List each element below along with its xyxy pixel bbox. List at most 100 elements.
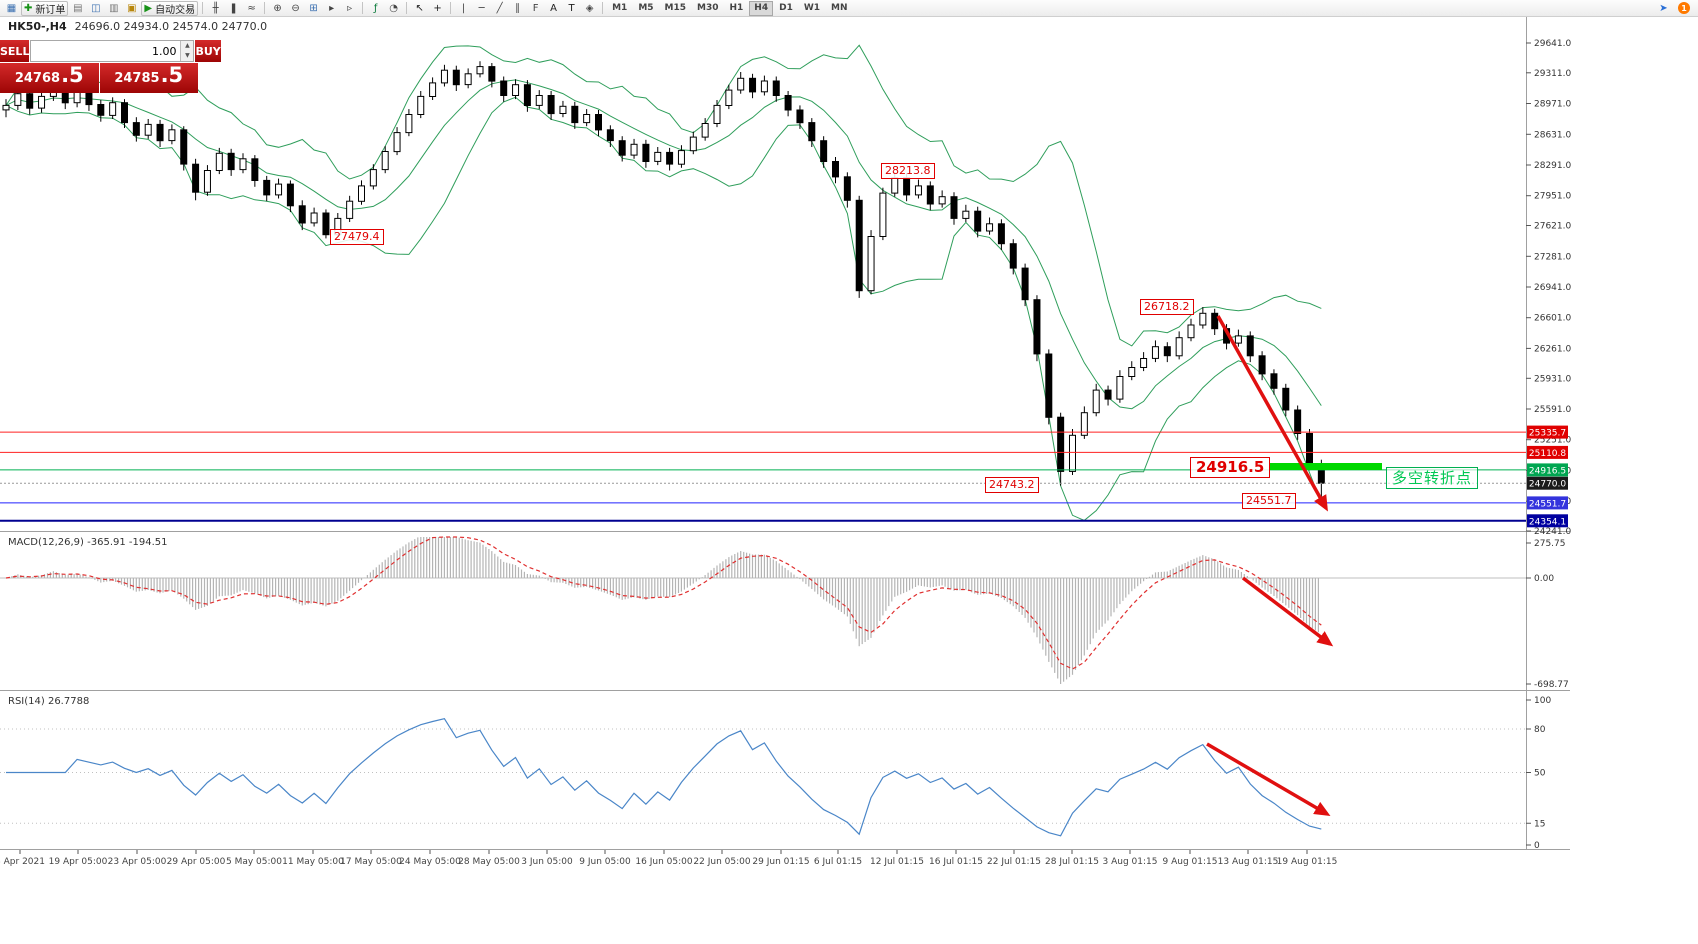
candles: [2, 61, 1325, 503]
candle-chart-icon: ❚: [229, 2, 238, 14]
symbol-info: HK50-,H4 24696.0 24934.0 24574.0 24770.0: [8, 20, 267, 33]
time-axis-label: 16 Jun 05:00: [635, 857, 692, 867]
price-axis-tick: 28971.0: [1534, 100, 1571, 110]
new-order-button[interactable]: ✚ 新订单: [21, 0, 69, 16]
hline-icon: ─: [478, 2, 485, 14]
crosshair-icon[interactable]: +: [429, 1, 446, 16]
time-axis-label: 6 Jul 01:15: [814, 857, 862, 867]
cursor-icon[interactable]: ↖: [411, 1, 428, 16]
indicators-icon[interactable]: ƒ: [367, 1, 384, 16]
timeframe-button-mn[interactable]: MN: [831, 3, 848, 13]
bid-price-display[interactable]: 24768 .5: [0, 63, 99, 93]
autotrade-button[interactable]: ▶ 自动交易: [141, 0, 199, 16]
price-callout-24551.7[interactable]: 24551.7: [1242, 493, 1296, 509]
buy-button[interactable]: BUY: [195, 40, 221, 62]
trendline-icon[interactable]: ╱: [491, 1, 508, 16]
trend-arrow-2[interactable]: [1241, 576, 1334, 647]
tile-windows-icon[interactable]: ⊞: [305, 1, 322, 16]
bollinger-bands: [5, 44, 1322, 521]
volume-decrease-button[interactable]: ▼: [181, 51, 194, 61]
new-order-button: ✚: [24, 2, 33, 14]
market-watch-icon[interactable]: ◫: [87, 1, 104, 16]
volume-increase-button[interactable]: ▲: [181, 41, 194, 51]
time-axis-label: 29 Apr 05:00: [167, 857, 226, 867]
navigator-icon[interactable]: ▣: [123, 1, 140, 16]
line-chart-icon[interactable]: ≈: [243, 1, 260, 16]
support-highlight-bar[interactable]: [1270, 463, 1382, 470]
key-level-price-label[interactable]: 24916.5: [1190, 457, 1271, 478]
line-chart-icon: ≈: [247, 2, 256, 14]
rsi-axis-tick: 0: [1534, 841, 1540, 851]
price-callout-27479.4[interactable]: 27479.4: [330, 229, 384, 245]
timeframe-button-m1[interactable]: M1: [612, 3, 628, 13]
alert-count-badge[interactable]: 1: [1678, 2, 1690, 14]
shapes-icon[interactable]: ◈: [581, 1, 598, 16]
price-tag-25110.8: 25110.8: [1529, 449, 1566, 459]
trend-arrow-3[interactable]: [1206, 742, 1331, 817]
profiles-icon[interactable]: ▤: [69, 1, 86, 16]
timeframe-button-h4[interactable]: H4: [749, 0, 774, 16]
chart-window-icon[interactable]: ▦: [3, 1, 20, 16]
channel-icon: ∥: [515, 2, 521, 14]
crosshair-icon: +: [433, 2, 442, 14]
hline-icon[interactable]: ─: [473, 1, 490, 16]
price-axis-tick: 24241.0: [1534, 527, 1571, 537]
period-icon[interactable]: ◔: [385, 1, 402, 16]
toolbar: ▦ ✚ 新订单 ▤ ◫ ▥ ▣ ▶ 自动交易 ╫ ❚ ≈ ⊕ ⊖ ⊞ ▸ ▹ ƒ ◔ ↖ + | ─ ╱ ∥ F A T ◈ M1 M5 M1…: [0, 0, 1698, 17]
macd-axis-tick: 0.00: [1534, 574, 1554, 584]
trend-arrow-1[interactable]: [1216, 315, 1328, 512]
sell-button[interactable]: SELL: [0, 40, 30, 62]
zoom-in-icon[interactable]: ⊕: [269, 1, 286, 16]
price-callout-26718.2[interactable]: 26718.2: [1140, 299, 1194, 315]
time-axis-label: 24 May 05:00: [399, 857, 461, 867]
timeframe-button-m5[interactable]: M5: [638, 3, 654, 13]
toolbar-separator: [202, 2, 204, 14]
text-icon[interactable]: A: [545, 1, 562, 16]
chart-shift-icon[interactable]: ▹: [341, 1, 358, 16]
label-icon[interactable]: T: [563, 1, 580, 16]
auto-scroll-icon[interactable]: ▸: [323, 1, 340, 16]
price-callout-24743.2[interactable]: 24743.2: [985, 477, 1039, 493]
timeframe-button-w1[interactable]: W1: [803, 3, 821, 13]
channel-icon[interactable]: ∥: [509, 1, 526, 16]
indicators-icon: ƒ: [373, 2, 378, 14]
timeframe-button-m15[interactable]: M15: [664, 3, 687, 13]
macd-indicator-label: MACD(12,26,9) -365.91 -194.51: [8, 537, 168, 548]
price-axis-tick: 26261.0: [1534, 344, 1571, 354]
label-icon: T: [568, 2, 575, 14]
data-window-icon[interactable]: ▥: [105, 1, 122, 16]
timeframe-button-h1[interactable]: H1: [729, 3, 744, 13]
ask-price-display[interactable]: 24785 .5: [99, 63, 198, 93]
bid-price-frac: .5: [61, 63, 84, 87]
symbol-name: HK50-,H4: [8, 20, 67, 33]
price-callout-28213.8[interactable]: 28213.8: [881, 163, 935, 179]
rsi-panel: [6, 718, 1322, 837]
time-axis-label: 11 May 05:00: [282, 857, 344, 867]
zoom-in-icon: ⊕: [273, 2, 282, 14]
price-axis-tick: 29311.0: [1534, 69, 1571, 79]
price-axis-tick: 27281.0: [1534, 252, 1571, 262]
rsi-indicator-label: RSI(14) 26.7788: [8, 696, 90, 707]
fibonacci-icon[interactable]: F: [527, 1, 544, 16]
candle-chart-icon[interactable]: ❚: [225, 1, 242, 16]
horizontal-level-lines[interactable]: [0, 431, 1526, 522]
vline-icon[interactable]: |: [455, 1, 472, 16]
price-axis-tick: 25931.0: [1534, 374, 1571, 384]
bar-chart-icon[interactable]: ╫: [207, 1, 224, 16]
toolbar-separator: [450, 2, 452, 14]
toolbar-separator: [406, 2, 408, 14]
time-axis-label: 22 Jun 05:00: [693, 857, 750, 867]
timeframe-button-d1[interactable]: D1: [779, 3, 793, 13]
price-axis-tick: 28631.0: [1534, 130, 1571, 140]
shapes-icon: ◈: [585, 2, 594, 14]
turning-point-annotation[interactable]: 多空转折点: [1386, 467, 1479, 489]
new-order-button-label: 新订单: [35, 4, 66, 16]
volume-input[interactable]: [31, 41, 181, 61]
period-icon: ◔: [389, 2, 398, 14]
scroll-to-end-icon[interactable]: ➤: [1655, 1, 1672, 16]
price-axis-tick: 25591.0: [1534, 405, 1571, 415]
timeframe-button-m30[interactable]: M30: [697, 3, 719, 13]
zoom-out-icon[interactable]: ⊖: [287, 1, 304, 16]
